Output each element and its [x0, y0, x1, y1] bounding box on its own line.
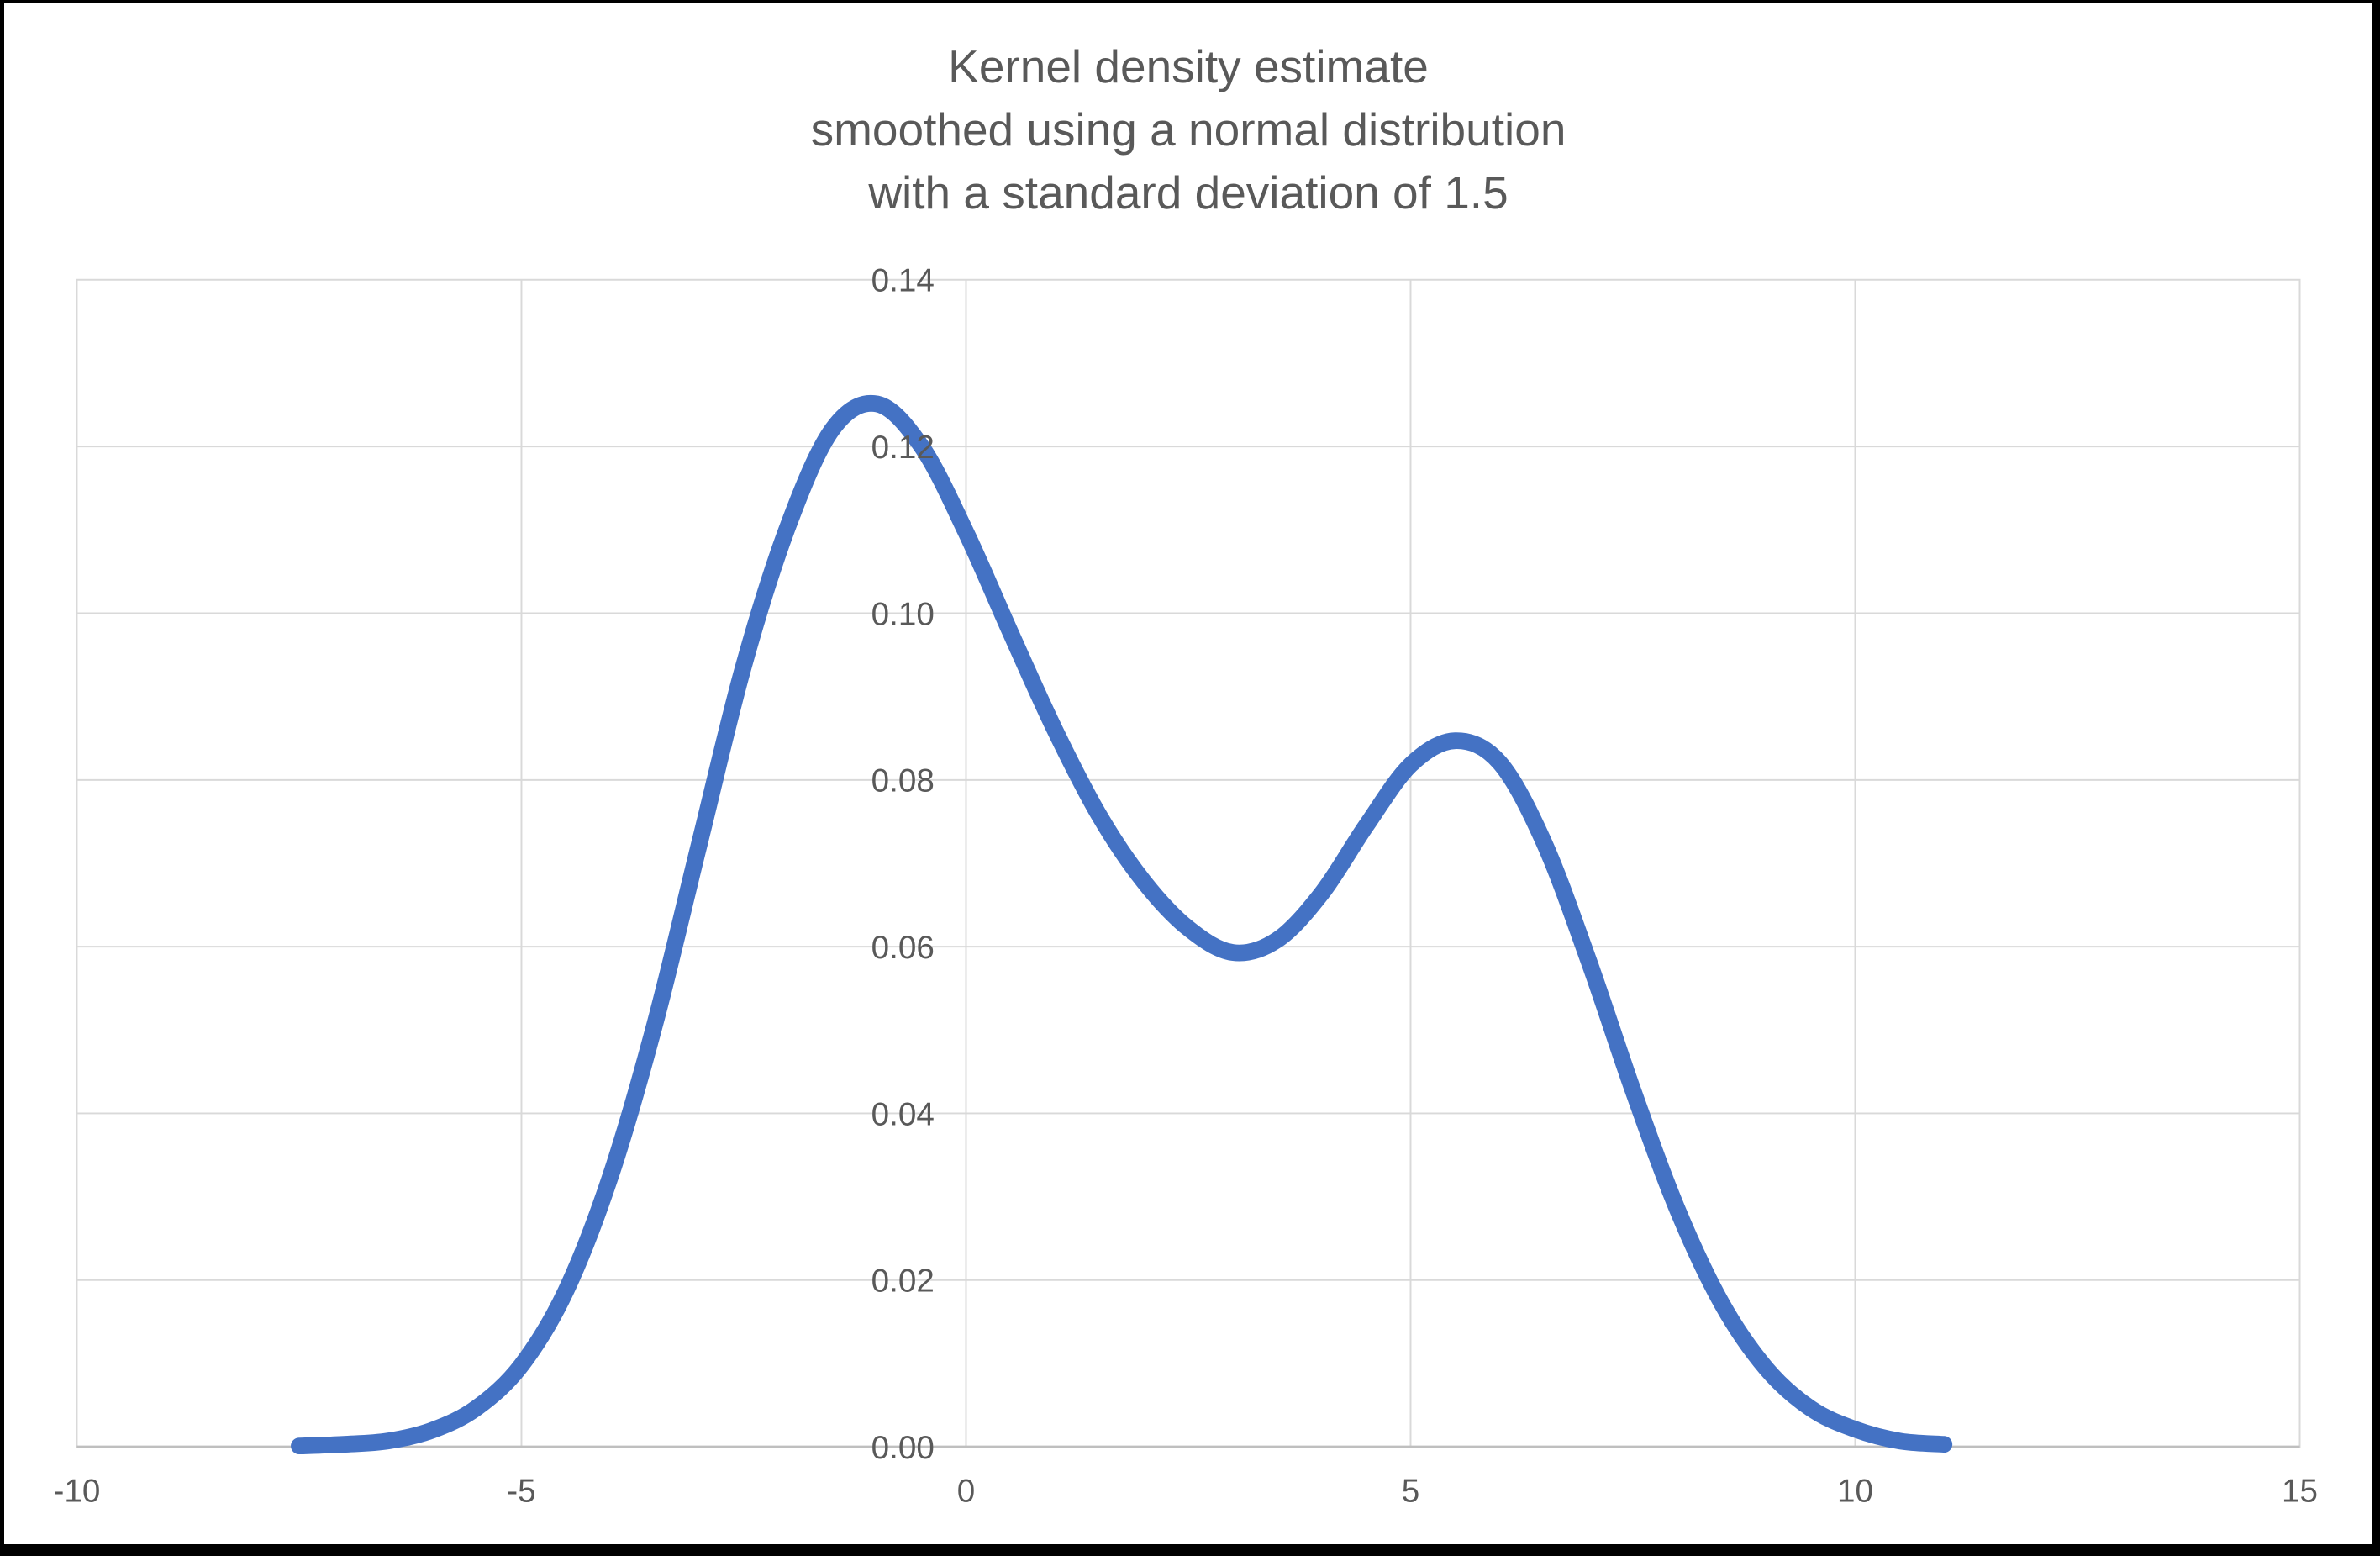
kde-curve: [291, 394, 1953, 1455]
y-tick-label: 0.04: [871, 1096, 935, 1132]
x-tick-label: -5: [507, 1473, 535, 1509]
kde-chart: 0.00 0.02 0.04 0.06 0.08 0.10 0.12 0.14 -10 -5 0 5 1…: [54, 263, 2318, 1510]
x-tick-label: 15: [2282, 1473, 2318, 1509]
chart-title: Kernel density estimate smoothed using a…: [4, 35, 2372, 224]
x-tick-label: 10: [1837, 1473, 1873, 1509]
y-tick-label: 0.12: [871, 430, 935, 466]
y-tick-label: 0.00: [871, 1430, 935, 1466]
y-tick-label: 0.06: [871, 930, 935, 966]
chart-title-line-1: Kernel density estimate: [948, 40, 1429, 92]
chart-title-line-3: with a standard deviation of 1.5: [868, 166, 1509, 219]
x-tick-label: 0: [957, 1473, 975, 1509]
y-tick-label: 0.02: [871, 1263, 935, 1300]
y-tick-label: 0.08: [871, 763, 935, 799]
plot-border: [76, 278, 2301, 1448]
y-tick-label: 0.10: [871, 596, 935, 632]
y-tick-label: 0.14: [871, 263, 935, 299]
x-tick-label: -10: [54, 1473, 101, 1509]
chart-title-line-2: smoothed using a normal distribution: [810, 103, 1566, 156]
x-tick-label: 5: [1402, 1473, 1419, 1509]
